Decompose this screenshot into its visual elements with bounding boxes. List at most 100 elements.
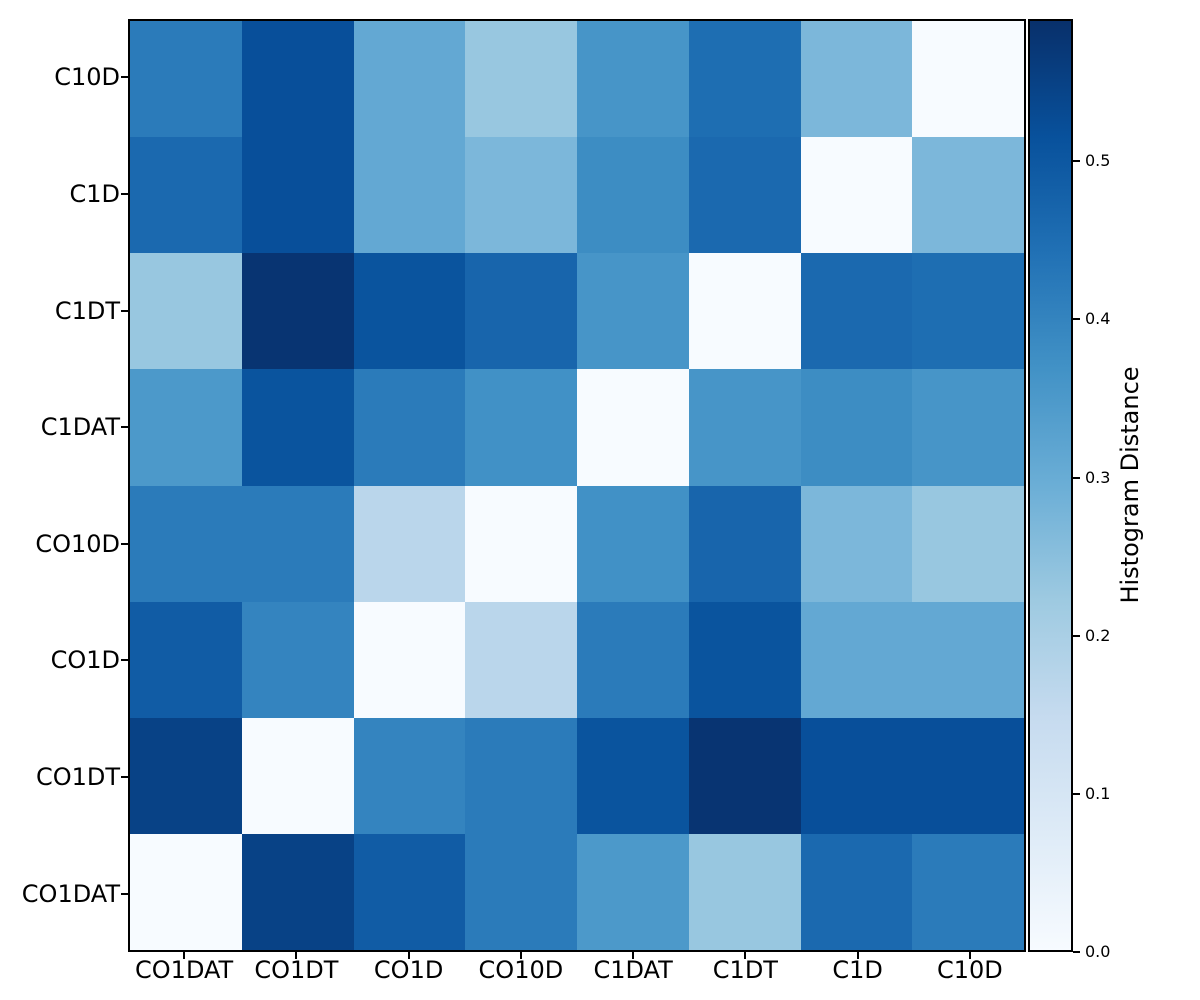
x-tick-label-C1DAT: C1DAT	[593, 956, 673, 984]
x-tick-label-CO1DT: CO1DT	[254, 956, 339, 984]
colorbar-tick-label-0.3: 0.3	[1085, 467, 1111, 487]
colorbar-tick-mark	[1073, 160, 1080, 163]
x-tick-mark	[183, 952, 186, 959]
heatmap-cell-C1D-CO10D	[465, 137, 577, 254]
heatmap-cell-C1DT-CO1DAT	[130, 253, 242, 370]
heatmap-cell-CO1DT-CO1DAT	[130, 717, 242, 834]
y-tick-label-C1DT: C1DT	[54, 296, 120, 325]
y-tick-label-C10D: C10D	[54, 63, 120, 92]
x-tick-label-C1D: C1D	[832, 956, 883, 984]
x-tick-mark	[856, 952, 859, 959]
colorbar-tick-mark	[1073, 951, 1080, 953]
heatmap-cell-CO1DAT-C1DAT	[577, 833, 689, 950]
heatmap-cell-CO1DT-C1D	[800, 717, 913, 834]
x-tick-mark	[519, 952, 522, 959]
y-tick-label-C1DAT: C1DAT	[40, 413, 120, 442]
x-tick-label-CO10D: CO10D	[478, 956, 564, 984]
heatmap-cell-C1D-C1DT	[688, 137, 801, 254]
heatmap-cell-C10D-CO10D	[465, 21, 577, 138]
y-tick-label-CO1DT: CO1DT	[35, 763, 120, 792]
y-tick-mark	[121, 76, 128, 79]
heatmap-cell-CO1D-C10D	[912, 601, 1024, 718]
heatmap-cell-C1D-C1D	[800, 137, 913, 254]
heatmap-cell-C1DT-CO1DT	[241, 253, 354, 370]
y-tick-mark	[121, 659, 128, 662]
heatmap-cell-CO1D-CO10D	[465, 601, 577, 718]
heatmap-cell-CO10D-CO1D	[353, 485, 466, 602]
heatmap-cell-C10D-CO1DAT	[130, 21, 242, 138]
heatmap-cell-CO1DAT-C1DT	[688, 833, 801, 950]
heatmap-cell-C1D-CO1D	[353, 137, 466, 254]
heatmap-cell-CO1DT-C1DAT	[577, 717, 689, 834]
heatmap-cell-CO10D-CO1DT	[241, 485, 354, 602]
y-tick-mark	[121, 776, 128, 779]
heatmap-cell-C10D-C1DAT	[577, 21, 689, 138]
colorbar-tick-label-0.1: 0.1	[1085, 783, 1111, 803]
heatmap-cell-CO10D-CO1DAT	[130, 485, 242, 602]
heatmap-cell-CO1DT-C1DT	[688, 717, 801, 834]
colorbar-tick-mark	[1073, 634, 1080, 637]
heatmap-cell-CO1DT-C10D	[912, 717, 1024, 834]
y-tick-mark	[121, 892, 128, 895]
heatmap-cell-CO1DT-CO1DT	[241, 717, 354, 834]
y-tick-label-CO1DAT: CO1DAT	[21, 879, 120, 908]
heatmap-cell-CO1DAT-CO10D	[465, 833, 577, 950]
heatmap-cell-C1D-CO1DAT	[130, 137, 242, 254]
colorbar-tick-mark	[1073, 318, 1080, 321]
heatmap-cell-CO10D-C1D	[800, 485, 913, 602]
heatmap-cell-CO1DAT-C10D	[912, 833, 1024, 950]
colorbar	[1028, 19, 1073, 952]
colorbar-tick-label-0.5: 0.5	[1085, 151, 1111, 171]
heatmap-cell-CO1DAT-CO1DAT	[130, 833, 242, 950]
heatmap-cell-C10D-CO1D	[353, 21, 466, 138]
colorbar-tick-label-0.2: 0.2	[1085, 625, 1111, 645]
x-tick-mark	[295, 952, 298, 959]
heatmap-cell-CO1D-CO1DT	[241, 601, 354, 718]
heatmap-cell-C10D-CO1DT	[241, 21, 354, 138]
y-tick-mark	[121, 192, 128, 195]
heatmap-cell-CO1DAT-CO1D	[353, 833, 466, 950]
heatmap-cell-CO1DT-CO10D	[465, 717, 577, 834]
x-tick-label-C10D: C10D	[936, 956, 1003, 984]
heatmap-cell-C1DAT-C1DT	[688, 369, 801, 486]
heatmap-cell-C1DAT-CO1DAT	[130, 369, 242, 486]
y-tick-mark	[121, 309, 128, 312]
heatmap-cell-CO1D-C1DT	[688, 601, 801, 718]
heatmap-cell-C1DT-C1D	[800, 253, 913, 370]
heatmap-cell-C1DT-C10D	[912, 253, 1024, 370]
heatmap-cell-C1DAT-C10D	[912, 369, 1024, 486]
heatmap-cell-C10D-C1DT	[688, 21, 801, 138]
heatmap-cell-C1DAT-C1DAT	[577, 369, 689, 486]
heatmap-cell-CO1D-CO1D	[353, 601, 466, 718]
heatmap-cell-C1DT-C1DT	[688, 253, 801, 370]
heatmap-cell-C1DAT-CO1DT	[241, 369, 354, 486]
heatmap-cell-C1DT-CO1D	[353, 253, 466, 370]
heatmap-cell-C1DT-C1DAT	[577, 253, 689, 370]
y-tick-label-CO1D: CO1D	[50, 646, 120, 675]
heatmap-cell-CO10D-C10D	[912, 485, 1024, 602]
y-tick-mark	[121, 542, 128, 545]
heatmap-cell-C1D-CO1DT	[241, 137, 354, 254]
heatmap-cell-CO10D-C1DAT	[577, 485, 689, 602]
heatmap-cell-CO1D-C1D	[800, 601, 913, 718]
heatmap-cell-C1DT-CO10D	[465, 253, 577, 370]
heatmap-cell-C1DAT-C1D	[800, 369, 913, 486]
colorbar-tick-label-0.4: 0.4	[1085, 309, 1111, 329]
x-tick-label-CO1D: CO1D	[373, 956, 444, 984]
heatmap-cell-C1D-C10D	[912, 137, 1024, 254]
colorbar-tick-mark	[1073, 792, 1080, 795]
heatmap-cell-C10D-C10D	[912, 21, 1024, 138]
heatmap-cell-C1D-C1DAT	[577, 137, 689, 254]
heatmap-cell-CO10D-C1DT	[688, 485, 801, 602]
x-tick-label-C1DT: C1DT	[712, 956, 778, 984]
heatmap-cell-CO1DAT-CO1DT	[241, 833, 354, 950]
heatmap-cell-C1DAT-CO1D	[353, 369, 466, 486]
colorbar-label: Histogram Distance	[1116, 366, 1144, 604]
x-tick-mark	[968, 952, 971, 959]
colorbar-tick-mark	[1073, 476, 1080, 479]
x-tick-label-CO1DAT: CO1DAT	[135, 956, 234, 984]
y-tick-label-C1D: C1D	[69, 179, 120, 208]
x-tick-mark	[407, 952, 410, 959]
heatmap-grid	[128, 19, 1026, 952]
